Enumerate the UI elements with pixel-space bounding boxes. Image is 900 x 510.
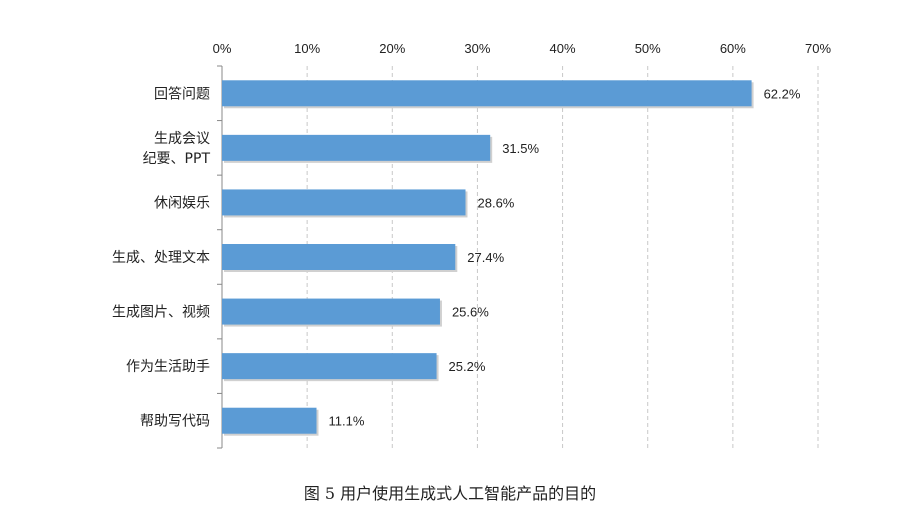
axes — [217, 65, 223, 449]
x-tick-label: 40% — [550, 41, 576, 56]
data-label: 28.6% — [478, 195, 515, 210]
x-tick-label: 10% — [294, 41, 320, 56]
category-label: 回答问题 — [154, 85, 210, 102]
data-label: 25.2% — [449, 359, 486, 374]
category-label: 生成、处理文本 — [112, 250, 210, 266]
category-label: 生成会议 — [154, 131, 210, 147]
bar — [222, 353, 437, 380]
x-tick-label: 60% — [720, 41, 746, 56]
x-tick-label: 20% — [379, 41, 405, 56]
x-tick-label: 30% — [464, 41, 490, 56]
data-label: 31.5% — [502, 141, 539, 156]
bar — [222, 189, 466, 216]
category-label: 纪要、PPT — [143, 151, 211, 167]
x-tick-label: 0% — [213, 41, 232, 56]
data-labels: 62.2% 31.5% 28.6% 27.4% 25.6% 25.2% 11.1% — [329, 86, 801, 428]
category-label: 帮助写代码 — [140, 414, 210, 430]
x-tick-label: 50% — [635, 41, 661, 56]
data-label: 62.2% — [764, 86, 801, 101]
bars — [222, 80, 754, 436]
bar — [222, 244, 456, 270]
data-label: 25.6% — [452, 305, 489, 320]
gridlines — [306, 66, 819, 448]
bar — [222, 134, 491, 161]
category-label: 作为生活助手 — [126, 359, 210, 375]
data-label: 11.1% — [329, 414, 365, 429]
category-label: 生成图片、视频 — [112, 305, 210, 321]
figure-caption: 图 5 用户使用生成式人工智能产品的目的 — [303, 484, 597, 503]
x-tick-labels: 0% 10% 20% 30% 40% 50% 60% 70% — [213, 41, 832, 56]
bar — [222, 298, 440, 325]
data-label: 27.4% — [467, 250, 504, 265]
x-tick-label: 70% — [805, 41, 831, 56]
bar — [222, 80, 752, 107]
bar — [222, 407, 317, 434]
category-label: 休闲娱乐 — [154, 195, 210, 211]
